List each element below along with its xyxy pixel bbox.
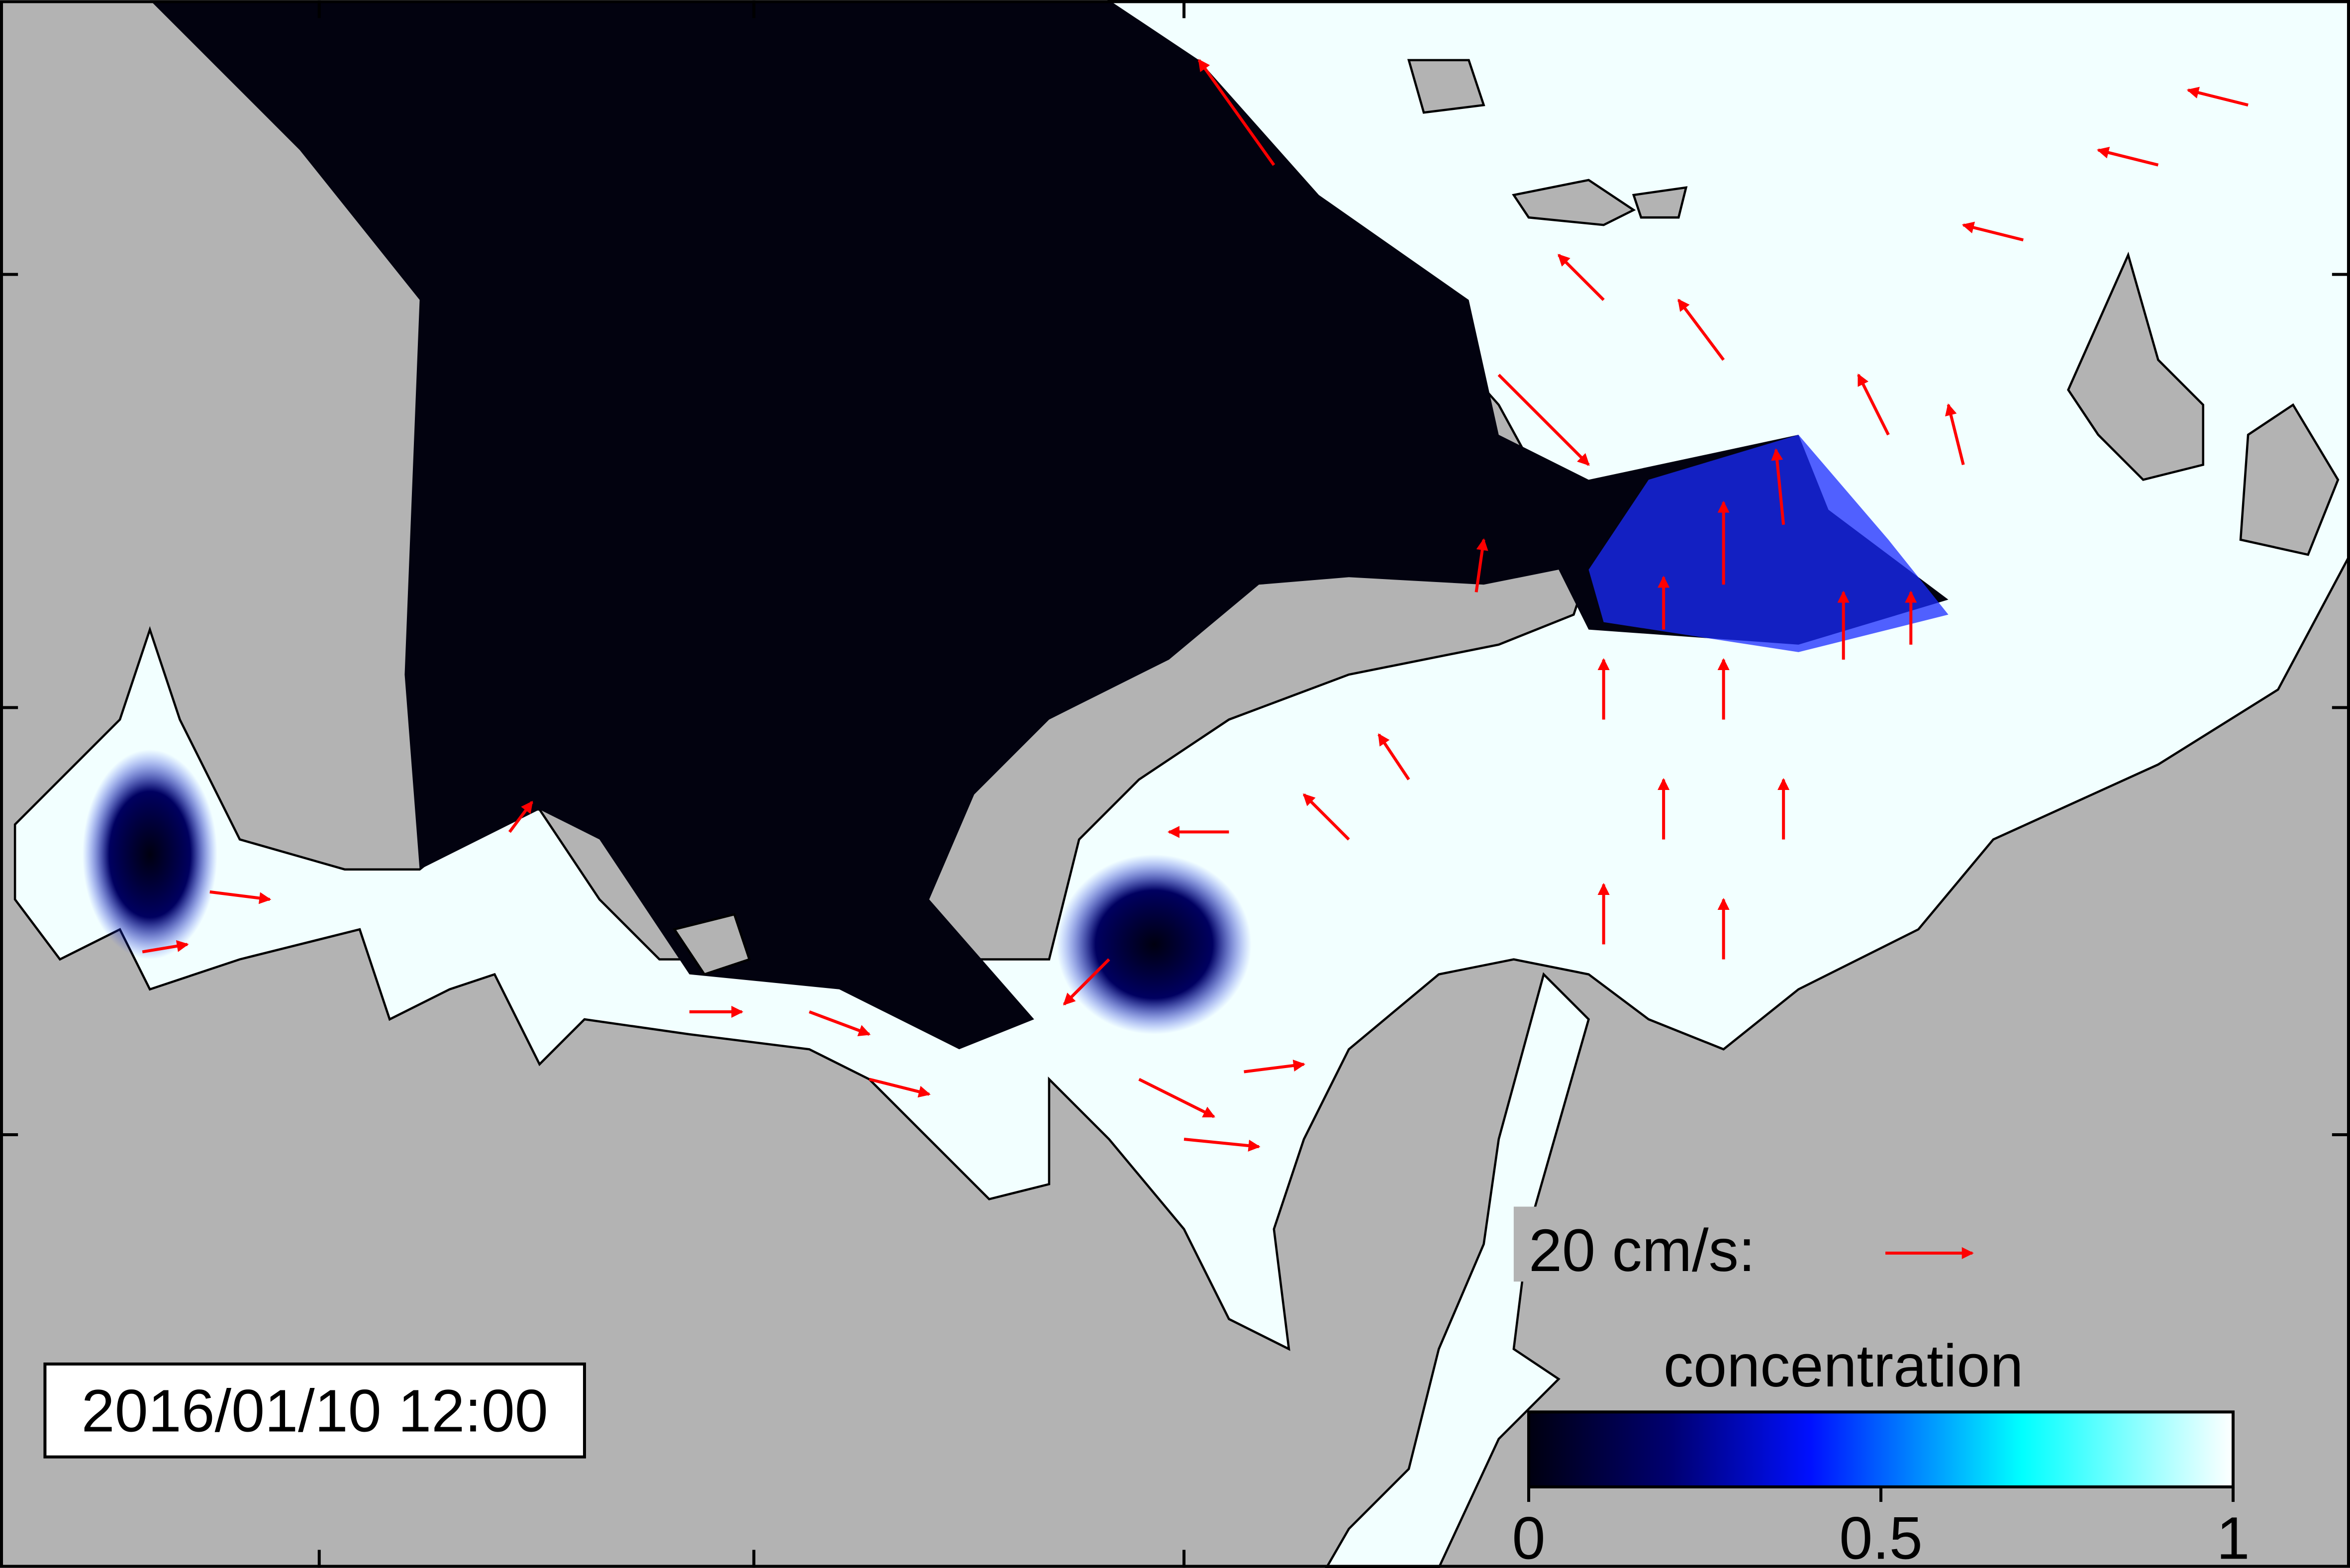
colorbar bbox=[1527, 1410, 2235, 1488]
arrow bbox=[1302, 793, 1350, 841]
arrow bbox=[1244, 1060, 1306, 1074]
arrow bbox=[1677, 298, 1725, 361]
island bbox=[673, 913, 751, 976]
arrow bbox=[1961, 221, 2024, 242]
vector-legend-label: 20 cm/s: bbox=[1529, 1217, 1755, 1284]
velocity-arrows bbox=[142, 59, 2249, 1152]
colorbar-ticks: 0 0.5 1 bbox=[1512, 1486, 2250, 1568]
colorbar-tick-label: 0 bbox=[1512, 1505, 1545, 1568]
arrow bbox=[1197, 59, 1275, 166]
timestamp-box bbox=[43, 1362, 586, 1459]
low-ice-bay bbox=[82, 749, 217, 960]
low-ice-eddy bbox=[1056, 854, 1252, 1035]
island bbox=[2239, 403, 2340, 556]
legend-bg bbox=[1513, 1206, 1963, 1282]
arrow bbox=[1377, 733, 1410, 781]
colorbar-tick-label: 1 bbox=[2216, 1505, 2250, 1568]
arrow bbox=[808, 1010, 871, 1037]
island bbox=[1407, 59, 1485, 114]
arrow bbox=[1497, 374, 1590, 466]
low-ice-zone bbox=[1588, 435, 1949, 652]
sea-ice bbox=[13, 0, 2350, 1351]
islands bbox=[673, 59, 2340, 976]
arrow bbox=[1138, 1078, 1216, 1118]
timestamp: 2016/01/10 12:00 bbox=[82, 1377, 548, 1445]
colorbar-title: concentration bbox=[1664, 1332, 2023, 1399]
arrow bbox=[209, 890, 272, 904]
arrow bbox=[869, 1078, 931, 1098]
arrow bbox=[2096, 147, 2159, 167]
island bbox=[1632, 186, 1688, 219]
colorbar-tick-label: 0.5 bbox=[1839, 1505, 1923, 1568]
arrow bbox=[508, 800, 533, 833]
arrow bbox=[1558, 254, 1605, 301]
arrow bbox=[1474, 538, 1488, 592]
arrow bbox=[142, 940, 189, 954]
arrow bbox=[1771, 448, 1785, 525]
arrow bbox=[2186, 87, 2249, 107]
island bbox=[1512, 179, 1636, 226]
arrow bbox=[1063, 958, 1110, 1006]
arrow bbox=[1857, 373, 1890, 436]
island bbox=[2067, 251, 2205, 481]
arrow bbox=[1183, 1138, 1261, 1152]
sea bbox=[150, 0, 1949, 1050]
arrow bbox=[1945, 403, 1965, 466]
